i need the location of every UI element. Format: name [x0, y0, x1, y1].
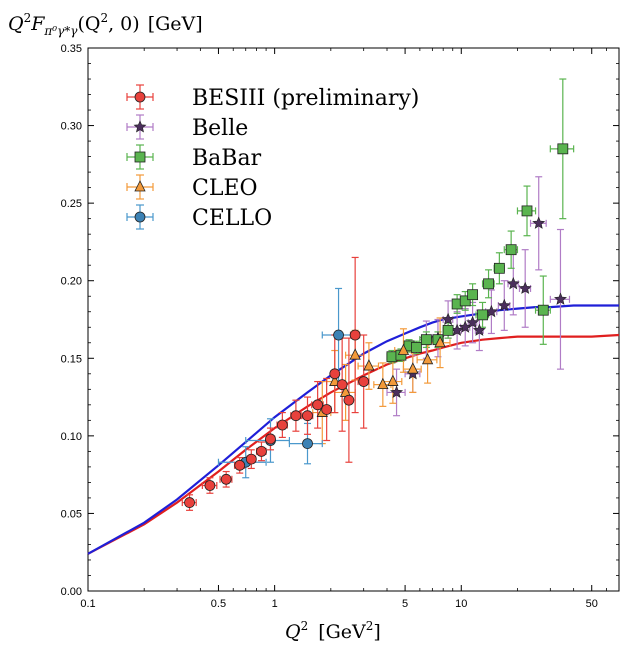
cello-point — [333, 329, 344, 341]
babar-point — [477, 309, 488, 321]
babar-point — [420, 334, 432, 346]
belle-point — [466, 315, 480, 329]
legend-cleo-marker — [134, 180, 146, 192]
cleo-point — [434, 335, 446, 348]
y-tick-label: 0.30 — [61, 121, 82, 133]
legend-cleo-label: CLEO — [192, 176, 258, 201]
babar-point — [505, 244, 517, 256]
legend-cello-label: CELLO — [192, 206, 272, 231]
belle-point — [497, 298, 511, 312]
cleo-point — [363, 359, 375, 371]
y-tick-label: 0.25 — [61, 198, 82, 210]
y-tick-label: 0.35 — [61, 43, 82, 55]
babar-point — [557, 143, 569, 155]
plot-frame — [87, 47, 620, 592]
cello-point — [302, 438, 313, 450]
cleo-point — [387, 374, 399, 386]
axes: 0.00 0.05 0.10 0.15 0.20 0.25 0.30 0.35 0.1 0.5 1 5… — [61, 43, 620, 610]
model-curve-blue — [87, 304, 619, 555]
babar-point — [411, 342, 422, 353]
x-tick-label: 1 — [272, 598, 278, 610]
besiii-preliminary-point — [234, 459, 246, 471]
model-curves — [87, 304, 620, 555]
belle-point — [472, 323, 486, 336]
besiii-preliminary-point — [204, 480, 216, 491]
belle-point — [441, 312, 455, 326]
cleo-point — [407, 362, 419, 374]
babar-point — [521, 205, 533, 217]
besiii-preliminary-point — [336, 379, 348, 391]
cleo-point — [421, 352, 434, 365]
besiii-preliminary-point — [329, 368, 341, 380]
y-tick-label: 0.10 — [61, 431, 82, 443]
belle-point — [532, 216, 546, 229]
x-tick-label: 50 — [586, 598, 598, 610]
axis-frame-group — [87, 47, 620, 592]
legend-cello-marker — [134, 211, 146, 223]
legend-besiii-preliminary-label: BESIII (preliminary) — [192, 86, 419, 111]
besiii-preliminary-point — [290, 410, 302, 422]
besiii-preliminary-point — [343, 394, 355, 406]
legend-babar-marker — [134, 151, 146, 163]
besiii-preliminary-point — [256, 445, 267, 457]
belle-point — [506, 277, 520, 290]
y-tick-label: 0.00 — [61, 586, 82, 598]
besiii-preliminary-point — [220, 473, 232, 485]
besiii-preliminary-point — [276, 419, 288, 431]
x-tick-label: 0.1 — [80, 598, 95, 610]
besiii-preliminary-point — [265, 433, 276, 445]
babar-point — [483, 278, 494, 290]
belle-point — [554, 292, 567, 305]
cleo-point — [349, 348, 361, 360]
legend-babar-label: BaBar — [192, 146, 262, 171]
besiii-preliminary-point — [302, 410, 313, 422]
legend-besiii-preliminary-marker — [134, 91, 146, 103]
babar-point — [537, 304, 549, 316]
y-tick-label: 0.15 — [61, 353, 82, 365]
besiii-preliminary-point — [349, 329, 361, 341]
babar-point — [386, 351, 398, 363]
y-axis-title: Q2Fπ⁰γ*γ(Q2, 0) [GeV] — [8, 11, 203, 38]
x-tick-label: 10 — [455, 598, 467, 610]
x-tick-label: 0.5 — [211, 598, 226, 610]
legend: BESIII (preliminary) Belle BaBar CLEO CELLO — [126, 84, 419, 231]
babar-point — [442, 324, 454, 336]
x-tick-label: 5 — [402, 598, 408, 610]
belle-point — [518, 281, 532, 294]
x-axis-title: Q2 [GeV2] — [285, 619, 381, 643]
besiii-preliminary-point — [321, 404, 333, 415]
legend-belle-marker — [133, 120, 147, 133]
legend-belle-label: Belle — [192, 116, 248, 141]
cleo-point — [397, 343, 410, 355]
besiii-preliminary-point — [312, 399, 324, 411]
belle-point — [390, 385, 404, 398]
babar-point — [467, 289, 479, 301]
y-tick-label: 0.05 — [61, 508, 82, 520]
besiii-preliminary-point — [245, 453, 257, 465]
babar-point — [459, 295, 471, 307]
cleo-point — [377, 377, 389, 390]
y-tick-label: 0.20 — [61, 276, 82, 288]
besiii-preliminary-point — [358, 376, 370, 387]
data-markers — [184, 143, 569, 508]
besiii-preliminary-point — [184, 497, 195, 508]
babar-point — [493, 262, 505, 274]
model-curve-red — [87, 333, 620, 555]
